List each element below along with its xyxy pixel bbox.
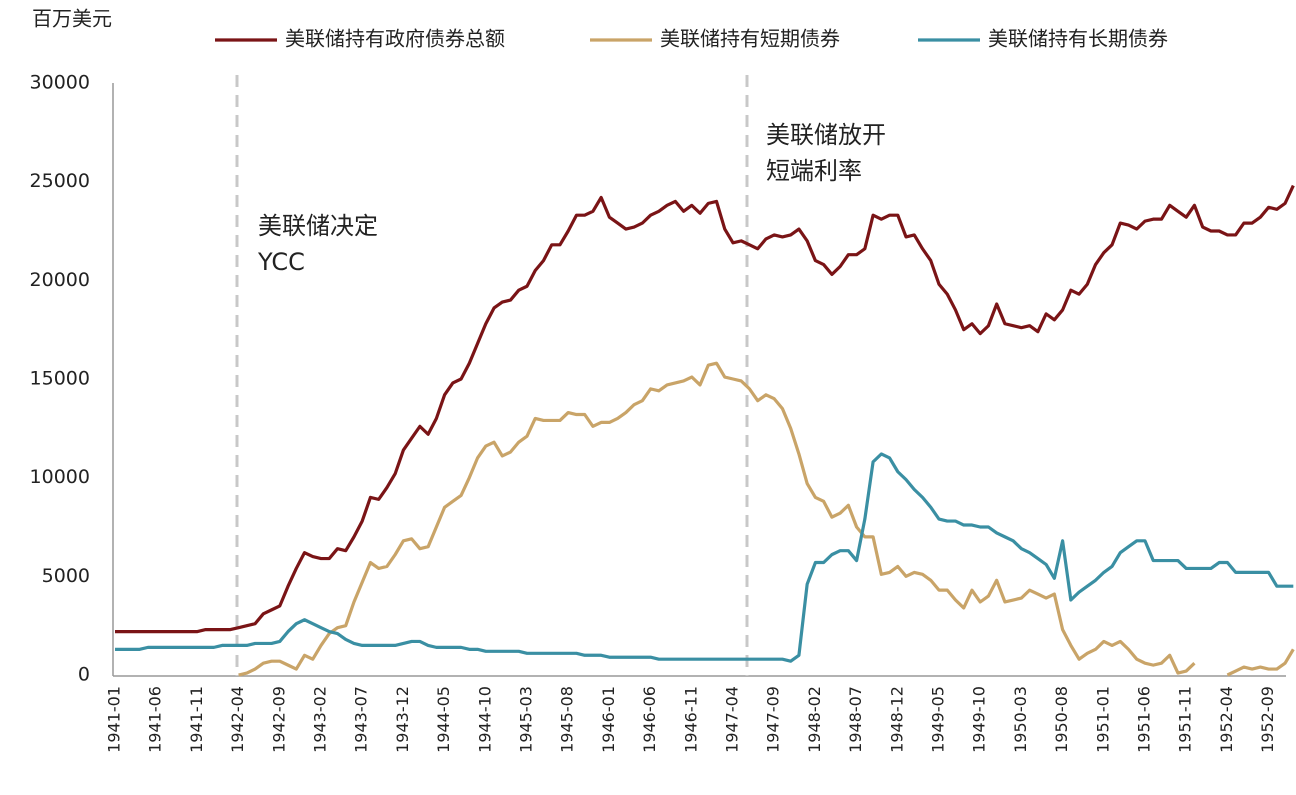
x-tick-label: 1950-08 bbox=[1052, 686, 1071, 753]
x-tick-label: 1949-05 bbox=[929, 686, 948, 753]
x-tick-label: 1951-01 bbox=[1093, 686, 1112, 753]
y-tick-label: 25000 bbox=[30, 170, 90, 192]
x-tick-label: 1945-08 bbox=[558, 686, 577, 753]
legend-label: 美联储持有长期债券 bbox=[988, 27, 1168, 51]
x-tick-label: 1946-11 bbox=[681, 686, 700, 753]
x-tick-label: 1942-04 bbox=[228, 686, 247, 753]
x-tick-label: 1943-12 bbox=[393, 686, 412, 753]
legend-label: 美联储持有短期债券 bbox=[660, 27, 840, 51]
series-line bbox=[238, 361, 1295, 677]
annotation: 美联储决定 bbox=[258, 212, 378, 240]
x-tick-label: 1952-04 bbox=[1217, 686, 1236, 753]
annotation: YCC bbox=[257, 248, 305, 276]
legend-label: 美联储持有政府债券总额 bbox=[285, 27, 505, 51]
x-tick-label: 1941-06 bbox=[146, 686, 165, 753]
x-tick-label: 1944-10 bbox=[475, 686, 494, 753]
x-tick-label: 1952-09 bbox=[1258, 686, 1277, 753]
y-tick-label: 5000 bbox=[42, 565, 90, 587]
x-tick-label: 1941-11 bbox=[187, 686, 206, 753]
x-tick-label: 1946-06 bbox=[640, 686, 659, 753]
x-tick-label: 1947-04 bbox=[723, 686, 742, 753]
x-tick-label: 1944-05 bbox=[434, 686, 453, 753]
annotation: 美联储放开 bbox=[766, 121, 886, 149]
x-tick-label: 1948-02 bbox=[805, 686, 824, 753]
series-line bbox=[115, 184, 1295, 634]
x-tick-label: 1942-09 bbox=[269, 686, 288, 753]
x-tick-label: 1946-01 bbox=[599, 686, 618, 753]
x-tick-label: 1948-07 bbox=[846, 686, 865, 753]
annotation: 短端利率 bbox=[766, 157, 862, 185]
x-tick-label: 1950-03 bbox=[1011, 686, 1030, 753]
y-tick-label: 15000 bbox=[30, 368, 90, 390]
y-tick-label: 20000 bbox=[30, 269, 90, 291]
y-axis-label: 百万美元 bbox=[32, 7, 112, 31]
x-tick-label: 1945-03 bbox=[517, 686, 536, 753]
x-tick-label: 1951-06 bbox=[1135, 686, 1154, 753]
y-tick-label: 10000 bbox=[30, 466, 90, 488]
x-tick-label: 1943-02 bbox=[311, 686, 330, 753]
x-tick-label: 1947-09 bbox=[764, 686, 783, 753]
x-tick-label: 1948-12 bbox=[887, 686, 906, 753]
x-tick-label: 1949-10 bbox=[970, 686, 989, 753]
y-tick-label: 30000 bbox=[30, 72, 90, 94]
y-tick-label: 0 bbox=[78, 664, 90, 686]
series-line bbox=[115, 452, 1294, 663]
x-tick-label: 1951-11 bbox=[1176, 686, 1195, 753]
x-tick-label: 1943-07 bbox=[352, 686, 371, 753]
x-tick-label: 1941-01 bbox=[105, 686, 124, 753]
